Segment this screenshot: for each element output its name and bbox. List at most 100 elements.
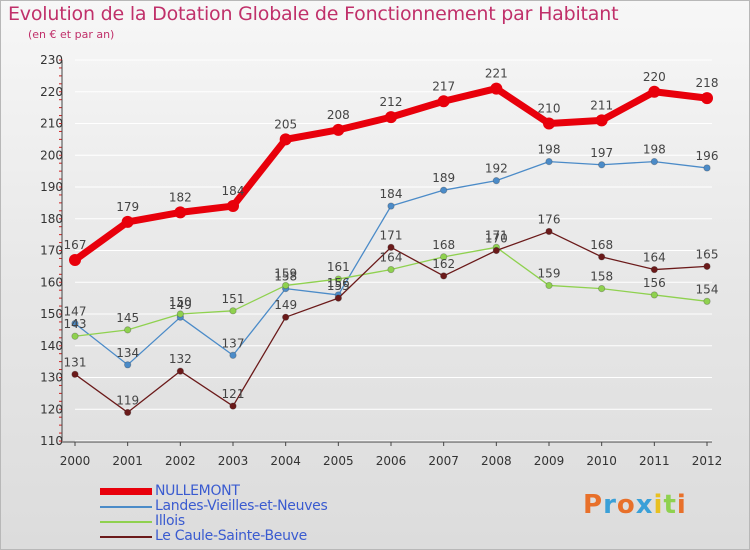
data-label: 134 xyxy=(116,346,139,360)
data-point xyxy=(545,158,553,166)
data-point xyxy=(492,177,500,185)
data-label: 161 xyxy=(327,260,350,274)
data-label: 184 xyxy=(222,184,245,198)
x-tick-label: 2003 xyxy=(218,454,249,468)
chart-title: Evolution de la Dotation Globale de Fonc… xyxy=(8,3,619,25)
data-point xyxy=(176,310,184,318)
data-label: 151 xyxy=(222,292,245,306)
data-point xyxy=(121,215,134,228)
data-label: 167 xyxy=(64,238,87,252)
data-point xyxy=(176,367,184,375)
data-label: 156 xyxy=(327,276,350,290)
data-label: 184 xyxy=(380,187,403,201)
x-tick-label: 2006 xyxy=(376,454,407,468)
x-tick-label: 2001 xyxy=(112,454,143,468)
data-label: 165 xyxy=(696,247,719,261)
data-label: 179 xyxy=(116,200,139,214)
data-label: 168 xyxy=(590,238,613,252)
logo-letter: i xyxy=(676,490,687,520)
y-tick-label: 150 xyxy=(40,307,63,321)
data-point xyxy=(598,284,606,293)
data-label: 158 xyxy=(274,270,297,284)
data-point xyxy=(385,111,397,124)
data-label: 208 xyxy=(327,108,350,122)
legend-swatch xyxy=(100,536,152,538)
data-point xyxy=(437,95,450,108)
data-point xyxy=(229,402,237,410)
y-tick-label: 140 xyxy=(40,339,63,353)
y-tick-label: 130 xyxy=(40,371,63,385)
data-point xyxy=(387,265,395,274)
data-point xyxy=(440,253,448,261)
data-label: 145 xyxy=(116,311,139,325)
data-point xyxy=(334,294,342,302)
data-point xyxy=(703,262,711,270)
series-layer xyxy=(69,82,713,417)
data-point xyxy=(174,206,187,219)
data-point xyxy=(124,361,132,369)
y-tick-label: 110 xyxy=(40,434,63,448)
data-point xyxy=(69,254,81,267)
x-tick-label: 2002 xyxy=(165,454,196,468)
data-point xyxy=(650,265,658,274)
logo-letter: o xyxy=(616,490,636,520)
data-point xyxy=(227,200,239,213)
y-tick-label: 120 xyxy=(40,402,63,416)
data-point xyxy=(701,92,713,105)
data-label: 137 xyxy=(222,336,245,350)
y-tick-label: 230 xyxy=(40,53,63,67)
data-point xyxy=(440,272,448,280)
data-label: 154 xyxy=(696,282,719,296)
logo-letter: P xyxy=(583,490,604,520)
data-point xyxy=(229,307,237,315)
data-point xyxy=(648,85,661,98)
legend-swatch xyxy=(100,521,152,523)
data-label: 210 xyxy=(538,102,561,116)
series-nullemont xyxy=(69,82,713,267)
data-label: 221 xyxy=(485,67,508,81)
data-label: 149 xyxy=(274,298,297,312)
data-point xyxy=(490,82,503,95)
data-label: 155 xyxy=(327,279,350,293)
data-point xyxy=(71,332,79,340)
x-tick-label: 2007 xyxy=(428,454,459,468)
legend-label: Landes-Vieilles-et-Neuves xyxy=(155,498,328,514)
data-point xyxy=(279,133,292,146)
logo-letter: t xyxy=(663,490,677,520)
data-point xyxy=(545,227,553,236)
data-label: 211 xyxy=(590,98,613,112)
x-tick-label: 2011 xyxy=(639,454,670,468)
proxiti-logo: Proxiti xyxy=(583,490,687,520)
data-label: 198 xyxy=(538,143,561,157)
data-point xyxy=(387,202,395,210)
data-label: 212 xyxy=(380,95,403,109)
series-le-caule-sainte-beuve xyxy=(71,227,711,417)
data-point xyxy=(595,114,608,127)
y-tick-label: 200 xyxy=(40,148,63,162)
data-point xyxy=(650,291,658,299)
data-label: 131 xyxy=(64,355,87,369)
data-point xyxy=(332,123,345,136)
data-label: 220 xyxy=(643,70,666,84)
legend-swatch xyxy=(100,488,152,495)
data-label: 196 xyxy=(696,149,719,163)
data-label: 121 xyxy=(222,387,245,401)
data-label: 171 xyxy=(380,228,403,242)
data-point xyxy=(440,186,448,194)
x-tick-label: 2008 xyxy=(481,454,512,468)
y-tick-label: 170 xyxy=(40,244,63,258)
legend-label: Le Caule-Sainte-Beuve xyxy=(155,528,307,544)
data-point xyxy=(598,253,606,261)
data-label: 159 xyxy=(274,266,297,280)
grid-lines xyxy=(75,59,712,442)
data-point xyxy=(71,370,79,378)
y-tick-label: 190 xyxy=(40,180,63,194)
data-label: 171 xyxy=(485,228,508,242)
data-label: 189 xyxy=(432,171,455,185)
data-label: 182 xyxy=(169,190,192,204)
data-label: 147 xyxy=(64,305,87,319)
data-label: 205 xyxy=(274,117,297,131)
data-label: 198 xyxy=(643,143,666,157)
data-label: 119 xyxy=(116,393,139,407)
x-tick-label: 2012 xyxy=(692,454,723,468)
